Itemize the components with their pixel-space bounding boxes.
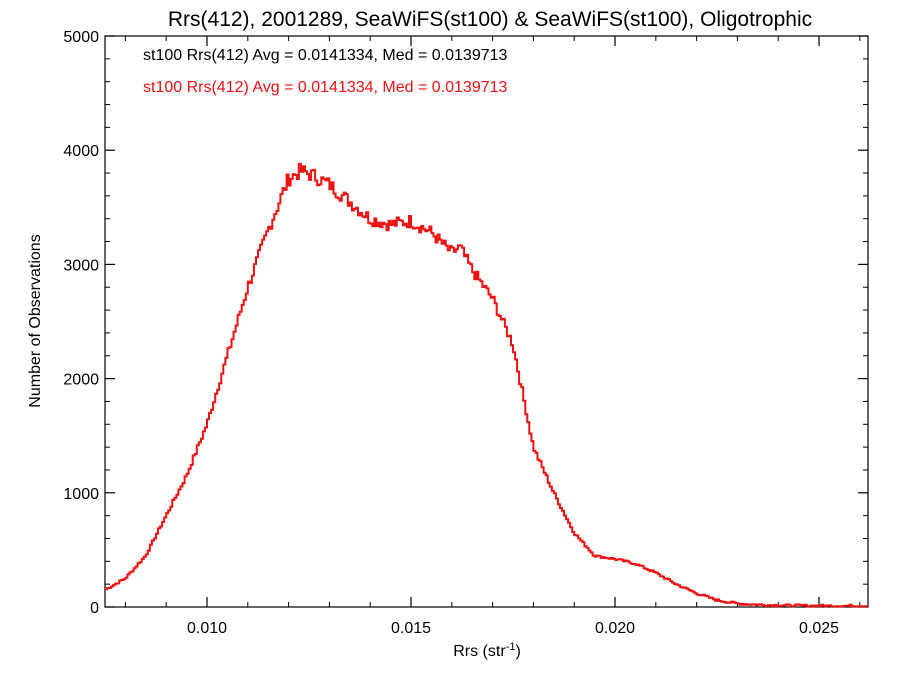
plot-frame (104, 35, 869, 608)
y-tick-label: 1000 (63, 486, 99, 503)
x-tick-label: 0.020 (595, 620, 635, 637)
y-tick-label: 3000 (63, 257, 99, 274)
y-tick-label: 2000 (63, 372, 99, 389)
x-axis-ticks: 0.010 0.015 0.020 0.025 (124, 36, 861, 637)
y-tick-label: 4000 (63, 143, 99, 160)
y-tick-label: 0 (90, 600, 99, 617)
y-axis-ticks: 0 1000 2000 3000 4000 5000 (63, 29, 868, 617)
x-tick-label: 0.015 (391, 620, 431, 637)
chart-title: Rrs(412), 2001289, SeaWiFS(st100) & SeaW… (168, 8, 812, 31)
x-tick-label: 0.010 (187, 620, 227, 637)
annotation-black: st100 Rrs(412) Avg = 0.0141334, Med = 0.… (143, 47, 508, 64)
x-axis-label: Rrs (str-1) (453, 641, 521, 660)
y-axis-label: Number of Observations (27, 234, 44, 407)
x-tick-label: 0.025 (799, 620, 839, 637)
y-tick-label: 5000 (63, 29, 99, 46)
series-line (105, 162, 868, 608)
annotation-red: st100 Rrs(412) Avg = 0.0141334, Med = 0.… (143, 79, 508, 96)
